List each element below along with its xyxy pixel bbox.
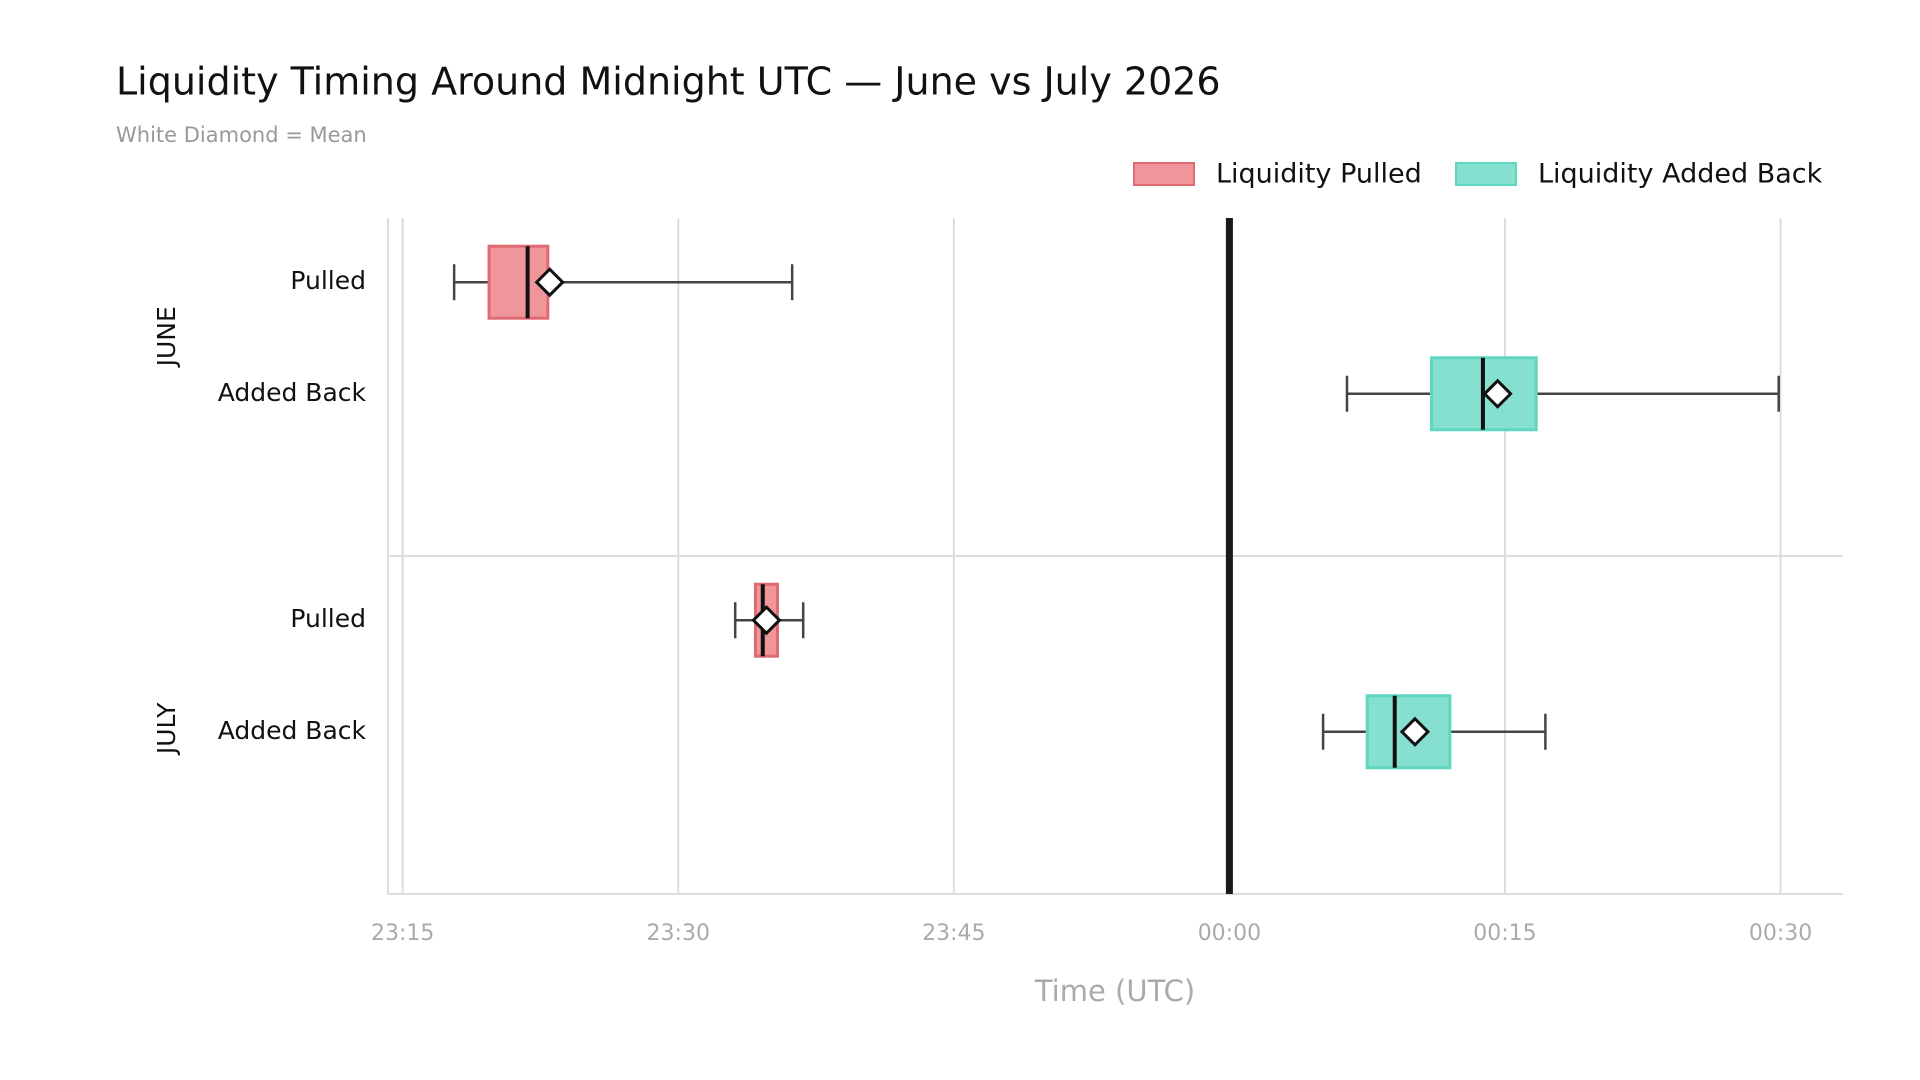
mean-marker [751,605,782,636]
panel-label: JUNE [152,306,181,368]
legend-label: Liquidity Pulled [1216,159,1422,190]
x-tick-label: 00:15 [1473,921,1536,946]
chart-title: Liquidity Timing Around Midnight UTC — J… [116,60,1221,104]
legend-swatch [1133,162,1195,186]
x-axis-label: Time (UTC) [1034,974,1195,1008]
mean-marker [1399,716,1431,747]
x-tick-label: 00:00 [1198,921,1261,946]
panel-label: JULY [152,702,181,756]
y-tick-label: Added Back [218,716,367,745]
y-tick-label: Pulled [290,604,366,633]
legend-swatch [1455,162,1517,186]
x-tick-label: 00:30 [1749,921,1812,946]
x-tick-label: 23:30 [647,921,710,946]
chart-subtitle: White Diamond = Mean [116,123,367,147]
x-tick-label: 23:15 [371,921,434,946]
y-tick-label: Added Back [218,378,367,407]
y-tick-label: Pulled [290,266,366,295]
mean-marker [534,267,565,298]
legend-label: Liquidity Added Back [1538,159,1823,190]
x-tick-label: 23:45 [922,921,985,946]
mean-marker [1482,378,1513,409]
